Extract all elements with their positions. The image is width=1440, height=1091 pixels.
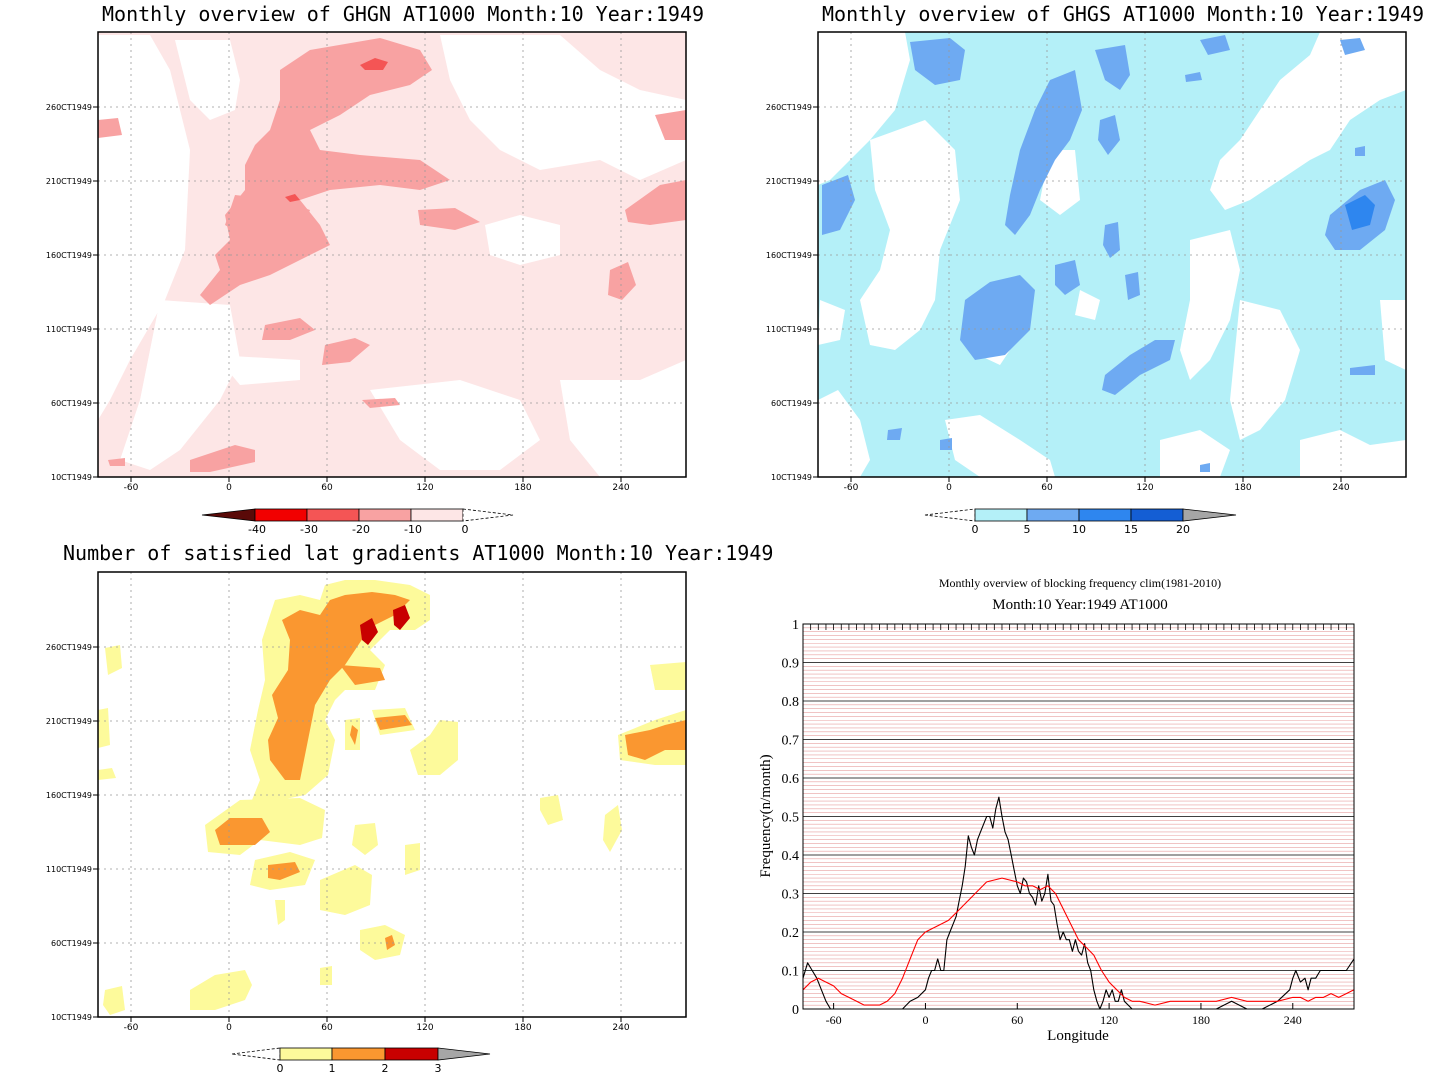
y-tick-label: 0.4 <box>782 849 800 864</box>
ghgn-xtick: 0 <box>226 483 232 493</box>
gradients-xtick: 0 <box>226 1023 232 1033</box>
ghgn-ytick: 110CT1949 <box>46 325 92 334</box>
ghgn-ytick: 60CT1949 <box>51 399 92 408</box>
ghgs-ytick: 160CT1949 <box>766 251 812 260</box>
ghgs-ytick: 60CT1949 <box>771 399 812 408</box>
ghgn-map: -60 0 60 120 180 240 10CT1949 60CT1949 1… <box>46 31 687 536</box>
gradients-cbar-label: 0 <box>277 1062 284 1075</box>
ghgs-ytick: 260CT1949 <box>766 103 812 112</box>
ghgs-cbar-label: 0 <box>972 523 979 536</box>
ghgn-xtick: 120 <box>416 483 433 493</box>
ghgs-xtick: 120 <box>1136 483 1153 493</box>
ghgs-xtick: -60 <box>844 483 859 493</box>
ghgs-colorbar <box>924 508 1237 522</box>
ghgn-xtick: -60 <box>124 483 139 493</box>
gradients-ytick: 10CT1949 <box>51 1013 92 1022</box>
ghgs-xtick: 180 <box>1234 483 1251 493</box>
ghgs-ytick: 210CT1949 <box>766 177 812 186</box>
ghgs-cbar-label: 10 <box>1072 523 1086 536</box>
ghgn-ytick: 10CT1949 <box>51 473 92 482</box>
x-tick-label: 180 <box>1192 1013 1210 1027</box>
gradients-ytick: 260CT1949 <box>46 643 92 652</box>
ghgn-xtick: 240 <box>612 483 629 493</box>
ghgs-ytick: 110CT1949 <box>766 325 812 334</box>
gradients-grid <box>98 572 686 1017</box>
y-tick-label: 0.2 <box>782 926 800 941</box>
minor-gridlines <box>803 627 1354 1006</box>
ghgn-ytick: 210CT1949 <box>46 177 92 186</box>
gradients-xtick: 120 <box>416 1023 433 1033</box>
y-tick-label: 0 <box>792 1003 799 1018</box>
ghgn-cbar-label: -10 <box>404 523 422 536</box>
y-tick-label: 0.3 <box>782 888 800 903</box>
ghgn-cbar-label: -20 <box>352 523 370 536</box>
y-axis-ticks: 0 0.1 0.2 0.3 0.4 0.5 0.6 0.7 0.8 0.9 1 <box>782 618 800 1018</box>
x-tick-label: 0 <box>922 1013 928 1027</box>
y-tick-label: 0.8 <box>782 695 800 710</box>
series-line-2 <box>802 877 1355 1006</box>
gradients-colorbar <box>231 1047 491 1061</box>
series-lines <box>802 796 1355 1010</box>
gradients-contours <box>98 580 686 1015</box>
gradients-xtick: 180 <box>514 1023 531 1033</box>
ghgs-cbar-label: 5 <box>1024 523 1031 536</box>
ghgs-map: -60 0 60 120 180 240 10CT1949 60CT1949 1… <box>766 31 1407 536</box>
gradients-cbar-label: 1 <box>329 1062 336 1075</box>
gradients-title: Number of satisfied lat gradients AT1000… <box>63 541 774 565</box>
x-axis-ticks: -60 0 60 120 180 240 <box>826 1003 1302 1027</box>
x-tick-label: -60 <box>826 1013 842 1027</box>
ghgn-title: Monthly overview of GHGN AT1000 Month:10… <box>102 2 705 26</box>
gradients-ytick: 60CT1949 <box>51 939 92 948</box>
ghgs-grid <box>818 32 1406 477</box>
ghgn-xtick: 60 <box>321 483 333 493</box>
gradients-xtick: 60 <box>321 1023 333 1033</box>
y-tick-label: 0.9 <box>782 657 800 672</box>
ghgn-ytick: 260CT1949 <box>46 103 92 112</box>
blocking-title: Monthly overview of blocking frequency c… <box>938 576 1222 590</box>
ghgn-ytick: 160CT1949 <box>46 251 92 260</box>
ghgn-cbar-label: 0 <box>462 523 469 536</box>
ghgs-xtick: 60 <box>1041 483 1053 493</box>
ghgn-contours <box>98 35 686 477</box>
gradients-cbar-label: 3 <box>435 1062 442 1075</box>
gradients-map: -60 0 60 120 180 240 10CT1949 60CT1949 1… <box>46 571 687 1075</box>
ghgn-colorbar <box>201 508 514 522</box>
ghgs-cbar-label: 15 <box>1124 523 1138 536</box>
x-tick-label: 240 <box>1284 1013 1302 1027</box>
gradients-ytick: 210CT1949 <box>46 717 92 726</box>
gradients-ytick: 160CT1949 <box>46 791 92 800</box>
x-tick-label: 120 <box>1100 1013 1118 1027</box>
ghgs-contours <box>818 32 1406 477</box>
gradients-xtick: -60 <box>124 1023 139 1033</box>
ghgs-title: Monthly overview of GHGS AT1000 Month:10… <box>822 2 1425 26</box>
ghgn-cbar-label: -30 <box>300 523 318 536</box>
ghgs-cbar-label: 20 <box>1176 523 1190 536</box>
gradients-xtick: 240 <box>612 1023 629 1033</box>
series-line-1 <box>802 796 1355 1010</box>
ghgn-cbar-label: -40 <box>248 523 266 536</box>
y-tick-label: 1 <box>792 618 799 633</box>
ghgs-xtick: 0 <box>946 483 952 493</box>
x-axis-label: Longitude <box>1047 1028 1109 1044</box>
gradients-ytick: 110CT1949 <box>46 865 92 874</box>
y-tick-label: 0.5 <box>782 811 800 826</box>
ghgs-xtick: 240 <box>1332 483 1349 493</box>
ghgn-xtick: 180 <box>514 483 531 493</box>
x-tick-label: 60 <box>1011 1013 1023 1027</box>
gradients-cbar-label: 2 <box>382 1062 389 1075</box>
y-tick-label: 0.6 <box>782 772 800 787</box>
y-axis-label: Frequency(n/month) <box>758 754 774 877</box>
blocking-line-chart: -60 0 60 120 180 240 0 0.1 0.2 0.3 0.4 0.5 0.6 0.7 0.… <box>758 618 1355 1044</box>
y-tick-label: 0.1 <box>782 965 800 980</box>
y-tick-label: 0.7 <box>782 734 800 749</box>
ghgs-ytick: 10CT1949 <box>771 473 812 482</box>
blocking-subtitle: Month:10 Year:1949 AT1000 <box>992 597 1168 613</box>
ghgn-grid <box>98 32 686 477</box>
